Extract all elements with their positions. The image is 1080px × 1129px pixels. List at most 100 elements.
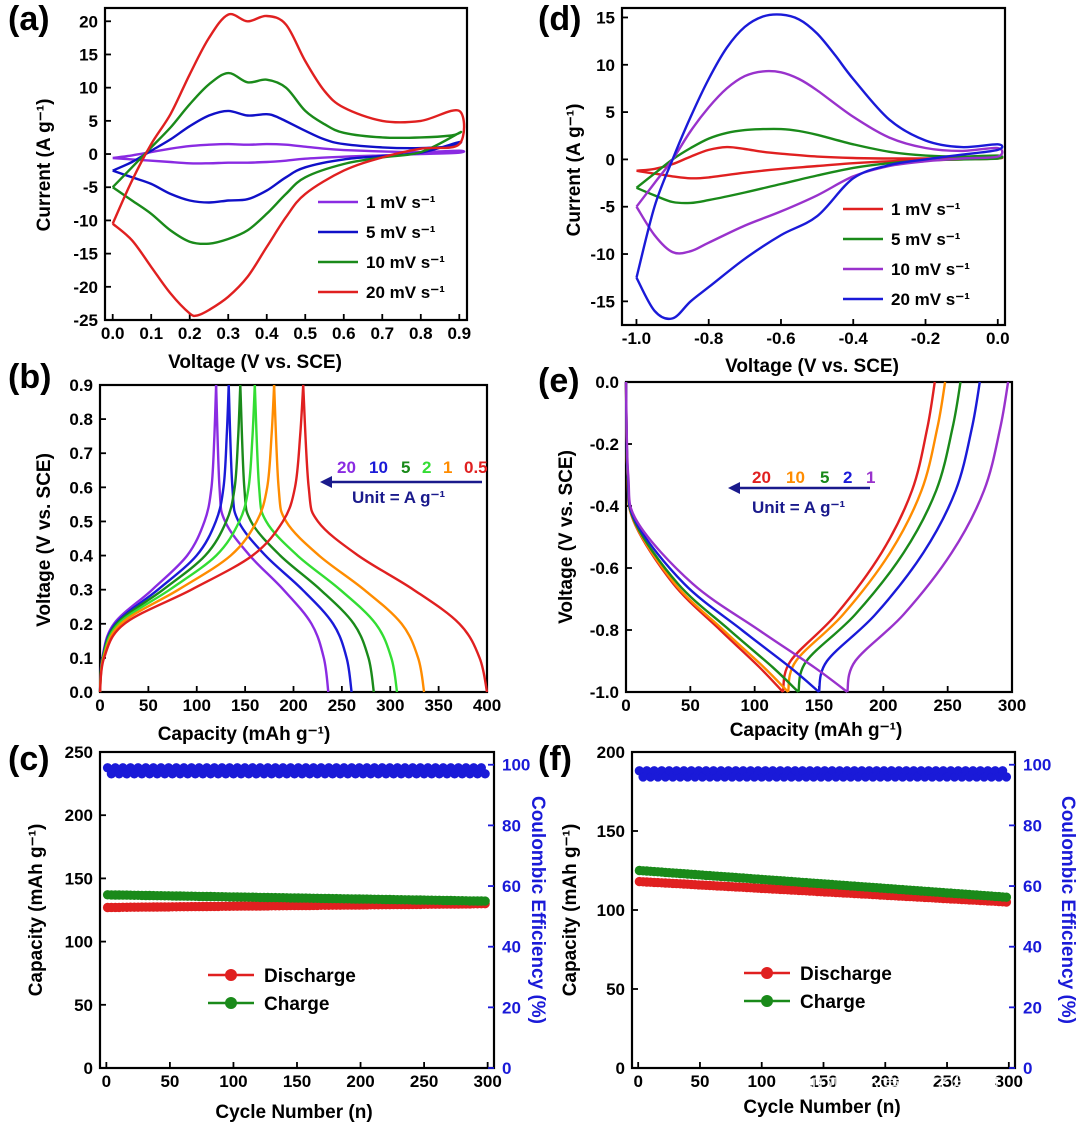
y2-tick-label: 20 xyxy=(1023,998,1042,1017)
x-tick-label: 0.5 xyxy=(293,324,317,343)
legend-label: Discharge xyxy=(264,966,356,987)
panel-e: 0 50 100 150 200 250 300 -1.0 -0.8 -0.6 -0.4 -0.2 0.… xyxy=(538,362,1026,741)
plot-frame xyxy=(98,383,489,694)
y-axis-label: Capacity (mAh g⁻¹) xyxy=(560,824,581,997)
x-tick-label: 50 xyxy=(690,1072,709,1091)
y-tick-label: 10 xyxy=(79,79,98,98)
rate-label: 2 xyxy=(422,458,431,477)
y2-tick-label: 100 xyxy=(502,756,530,775)
x-tick-label: 350 xyxy=(424,696,452,715)
y-tick-label: -0.4 xyxy=(590,497,620,516)
panel-d: -1.0 -0.8 -0.6 -0.4 -0.2 0.0 -15 -10 -5 0 5 10 15 (d)… xyxy=(538,0,1010,377)
y-tick-label: 0.0 xyxy=(69,683,93,702)
plot-frame xyxy=(624,380,1014,694)
plot-frame xyxy=(630,750,1017,1070)
y-tick-label: 15 xyxy=(79,45,98,64)
legend-marker xyxy=(225,997,237,1009)
y-tick-label: 100 xyxy=(597,901,625,920)
panel-label: (d) xyxy=(538,0,581,38)
charge-curve xyxy=(98,384,242,693)
legend-label: Discharge xyxy=(800,964,892,985)
y-tick-label: 0.9 xyxy=(69,376,93,395)
charge-curve xyxy=(817,381,981,693)
rate-arrow-head xyxy=(320,476,332,488)
x-tick-label: 50 xyxy=(160,1072,179,1091)
unit-label: Unit = A g⁻¹ xyxy=(752,498,846,517)
x-axis-label: Voltage (V vs. SCE) xyxy=(725,356,899,377)
discharge-curve xyxy=(302,384,489,693)
charge-curve xyxy=(846,381,1010,693)
rate-arrow-head xyxy=(728,482,740,494)
x-tick-label: 150 xyxy=(805,696,833,715)
y-tick-label: 50 xyxy=(606,980,625,999)
x-tick-label: -0.8 xyxy=(694,329,723,348)
x-axis-label: Cycle Number (n) xyxy=(743,1097,900,1118)
y-tick-label: 0.0 xyxy=(595,373,619,392)
y-tick-label: 15 xyxy=(596,8,615,27)
y-tick-label: 0 xyxy=(84,1059,93,1078)
cv-curve-series xyxy=(635,127,1004,205)
discharge-curve xyxy=(272,384,426,693)
rate-label: 1 xyxy=(443,458,452,477)
y2-tick-label: 0 xyxy=(1023,1059,1032,1078)
y-tick-label: 200 xyxy=(65,806,93,825)
x-tick-label: 0.3 xyxy=(216,324,240,343)
y-tick-label: -20 xyxy=(73,278,98,297)
cv-curve-series xyxy=(635,13,1004,321)
rate-label: 20 xyxy=(337,458,356,477)
x-tick-label: 100 xyxy=(748,1072,776,1091)
rate-label: 10 xyxy=(369,458,388,477)
x-tick-label: 0.0 xyxy=(986,329,1010,348)
x-tick-label: 200 xyxy=(871,1072,899,1091)
legend-marker xyxy=(761,995,773,1007)
data-point-charge xyxy=(1001,892,1012,902)
y-tick-label: 0.3 xyxy=(69,581,93,600)
discharge-curve xyxy=(624,381,820,693)
rate-label: 0.5 xyxy=(464,458,488,477)
y-tick-label: 0.4 xyxy=(69,547,93,566)
x-tick-label: 50 xyxy=(139,696,158,715)
y-tick-label: -1.0 xyxy=(590,683,619,702)
legend-label: 20 mV s⁻¹ xyxy=(366,283,445,302)
y-tick-label: -0.6 xyxy=(590,559,619,578)
charge-curve xyxy=(98,384,305,693)
y2-tick-label: 60 xyxy=(1023,877,1042,896)
y2-tick-label: 80 xyxy=(1023,816,1042,835)
y-tick-label: 0.5 xyxy=(69,512,93,531)
y-axis-label: Current (A g⁻¹) xyxy=(564,104,585,237)
legend-label: 1 mV s⁻¹ xyxy=(891,200,961,219)
y2-tick-label: 40 xyxy=(1023,938,1042,957)
x-tick-label: 200 xyxy=(869,696,897,715)
x-tick-label: 0.0 xyxy=(101,324,125,343)
panel-label: (a) xyxy=(8,0,50,38)
legend-label: 10 mV s⁻¹ xyxy=(366,253,445,272)
y-tick-label: -10 xyxy=(590,245,615,264)
y-tick-label: 0 xyxy=(606,150,615,169)
y-tick-label: -5 xyxy=(600,198,615,217)
x-tick-label: 150 xyxy=(809,1072,837,1091)
panel-b: 0 50 100 150 200 250 300 350 400 0.0 0.1 0.2 0.3 0.4 0… xyxy=(8,358,501,745)
y-tick-label: 5 xyxy=(606,103,615,122)
discharge-curve xyxy=(624,381,800,693)
x-tick-label: -0.4 xyxy=(839,329,869,348)
y-axis-label: Voltage (V vs. SCE) xyxy=(556,450,577,624)
y-tick-label: 200 xyxy=(597,743,625,762)
x-tick-label: 0.6 xyxy=(332,324,356,343)
cv-curve-series xyxy=(111,71,463,246)
y2-tick-label: 100 xyxy=(1023,756,1051,775)
x-axis-label: Capacity (mAh g⁻¹) xyxy=(158,724,331,745)
y-tick-label: 250 xyxy=(65,743,93,762)
charge-curve xyxy=(786,381,947,693)
data-point-ce xyxy=(480,769,490,779)
rate-label: 2 xyxy=(843,468,852,487)
plot-frame xyxy=(620,6,1007,327)
legend-label: 5 mV s⁻¹ xyxy=(366,223,436,242)
discharge-curve xyxy=(624,381,784,693)
y2-tick-label: 60 xyxy=(502,877,521,896)
panel-label: (b) xyxy=(8,358,51,396)
x-tick-label: -0.2 xyxy=(911,329,940,348)
x-tick-label: 0.4 xyxy=(255,324,279,343)
panel-a: 0.0 0.1 0.2 0.3 0.4 0.5 0.6 0.7 0.8 0.9 -25 -20 -15 -… xyxy=(8,0,471,373)
y-tick-label: -0.2 xyxy=(590,435,619,454)
y-tick-label: 0.1 xyxy=(69,649,93,668)
